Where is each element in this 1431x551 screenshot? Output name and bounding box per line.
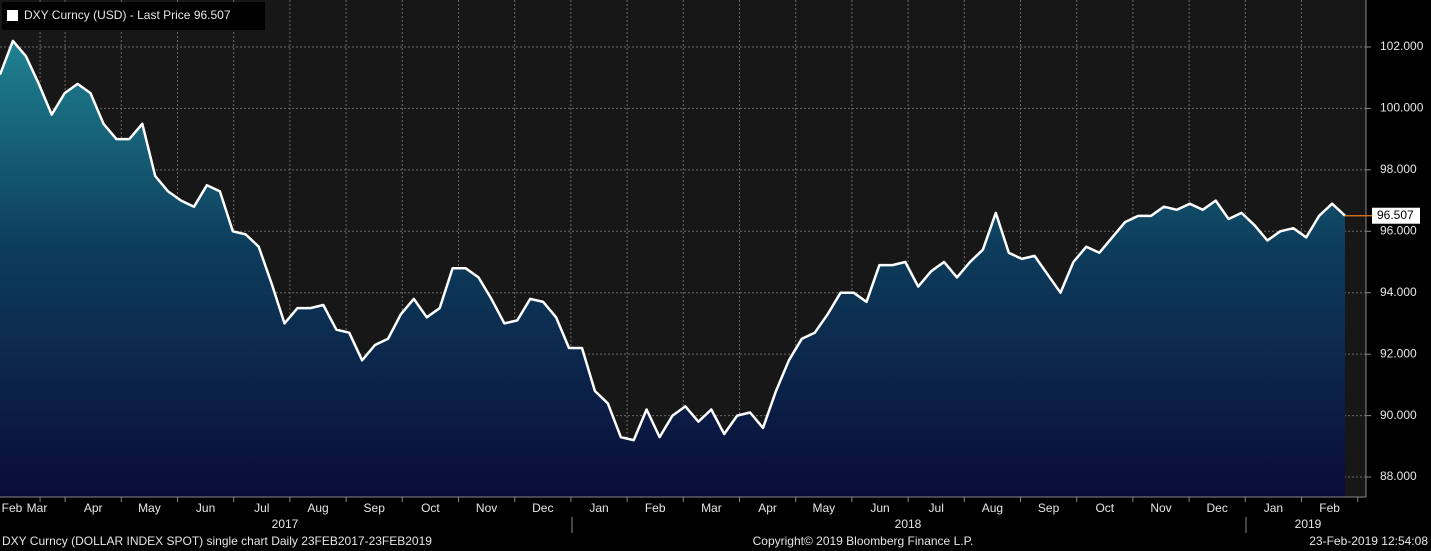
x-tick-label: Nov [476,501,497,515]
x-tick-label: Dec [1207,501,1228,515]
x-tick-label: Feb [1319,501,1340,515]
x-tick-label: Mar [27,501,48,515]
line [0,39,1346,442]
x-tick-label: Jul [929,501,944,515]
last-price-tag [1372,207,1420,224]
legend-box [2,2,265,30]
footer-center: Copyright© 2019 Bloomberg Finance L.P. [753,534,974,548]
footer-left: DXY Curncy (DOLLAR INDEX SPOT) single ch… [2,534,432,548]
x-tick-label: Oct [1095,501,1114,515]
x-tick-label: Apr [84,501,103,515]
x-tick-label: Feb [2,501,23,515]
x-tick-label: Jan [589,501,608,515]
year-label: 2017 [272,517,299,531]
x-tick-label: Dec [532,501,553,515]
area [0,40,1345,498]
x-tick-label: Nov [1150,501,1171,515]
x-tick-label: Jun [196,501,215,515]
x-tick-label: Oct [421,501,440,515]
x-tick-label: Jul [254,501,269,515]
y-tick-label: 90.000 [1380,408,1417,422]
y-tick-label: 100.000 [1380,101,1424,115]
x-tick-label: May [138,501,161,515]
y-tick-label: 92.000 [1380,346,1417,360]
x-tick-label: Aug [307,501,328,515]
year-label: 2019 [1295,517,1322,531]
y-tick-label: 96.000 [1380,223,1417,237]
x-tick-label: Aug [982,501,1003,515]
y-tick-label: 102.000 [1380,39,1424,53]
x-tick-label: Sep [1038,501,1060,515]
axes: 88.000 90.000 92.000 94.000 96.000 98.000 100.… [2,39,1424,531]
chart-title: DXY Curncy (USD) - Last Price 96.507 [24,8,231,22]
x-tick-label: Jun [870,501,889,515]
footer-right: 23-Feb-2019 12:54:08 [1309,534,1428,548]
x-tick-label: Feb [645,501,666,515]
x-tick-label: May [812,501,835,515]
x-tick-label: Mar [701,501,722,515]
x-tick-label: Apr [758,501,777,515]
year-label: 2018 [895,517,922,531]
y-tick-label: 88.000 [1380,469,1417,483]
y-tick-label: 94.000 [1380,285,1417,299]
marks [0,39,1372,498]
x-tick-label: Sep [364,501,386,515]
x-tick-label: Jan [1264,501,1283,515]
legend-swatch [7,10,18,21]
y-tick-label: 98.000 [1380,162,1417,176]
last-price-label: 96.507 [1377,208,1414,222]
